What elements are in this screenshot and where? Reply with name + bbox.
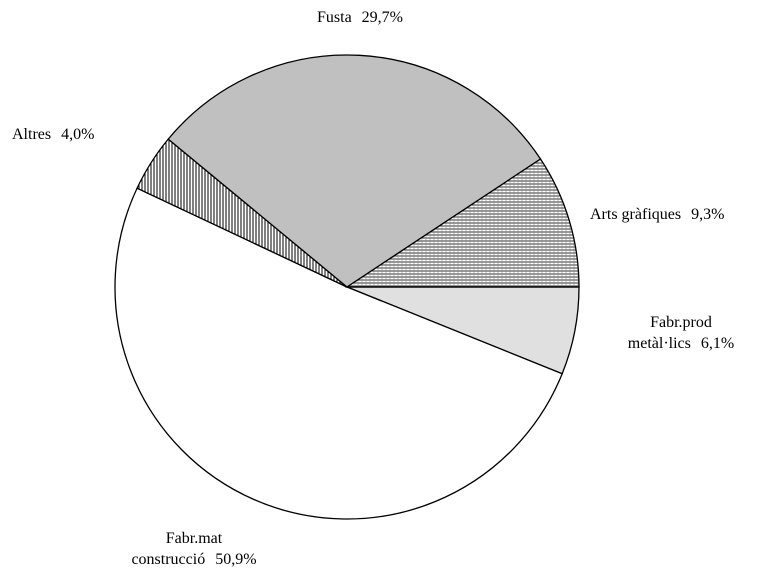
slice-label: Altres 4,0%: [12, 124, 172, 145]
category-name: Fabr.mat construcció: [131, 530, 223, 568]
slice-label: Arts gràfiques 9,3%: [590, 204, 780, 225]
category-name: Altres: [12, 126, 52, 143]
pie-slice: [344, 158, 580, 288]
value-label: 9,3%: [691, 206, 725, 223]
value-label: 6,1%: [700, 335, 735, 352]
value-label: 4,0%: [61, 126, 95, 143]
value-label: 29,7%: [361, 9, 403, 26]
pie-slice: [114, 187, 564, 520]
category-name: Arts gràfiques: [590, 206, 682, 223]
pie-slice: [167, 54, 542, 288]
category-name: Fusta: [317, 9, 352, 26]
category-name: Fabr.prod metàl·lics: [627, 314, 712, 352]
value-label: 50,9%: [215, 551, 257, 568]
slice-label: Fusta 29,7%: [270, 7, 450, 28]
slice-label: Fabr.prod metàl·lics 6,1%: [620, 312, 742, 354]
slice-label: Fabr.mat construcció 50,9%: [128, 528, 260, 570]
